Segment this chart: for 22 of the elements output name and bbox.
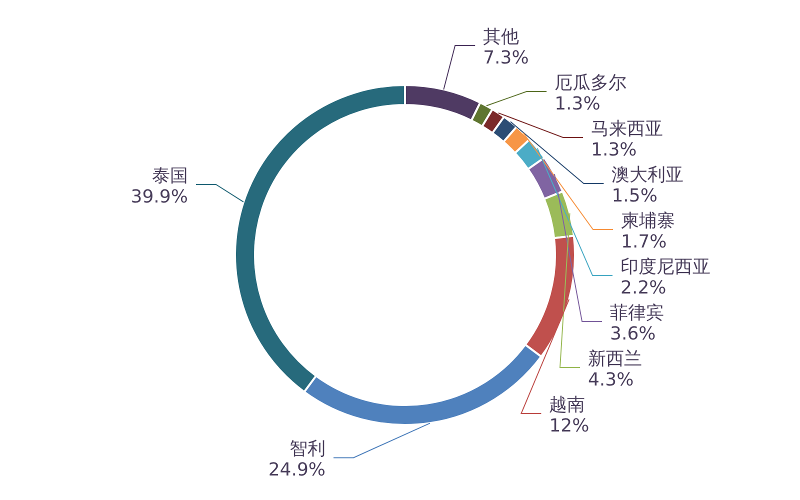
data-label: 1.5% [612, 186, 658, 206]
slice-label: 越南 [549, 394, 586, 416]
slice-label: 马来西亚 [591, 118, 664, 140]
slice-label: 新西兰 [588, 348, 642, 370]
data-label: 1.3% [591, 140, 637, 160]
data-label: 3.6% [610, 324, 656, 344]
slice-label: 其他 [483, 26, 520, 48]
slice-label: 柬埔寨 [621, 210, 676, 232]
data-label: 24.9% [268, 460, 326, 481]
data-label: 1.7% [621, 232, 667, 252]
slice-label: 菲律宾 [610, 302, 664, 324]
data-label: 39.9% [130, 186, 188, 208]
slice-label: 印度尼西亚 [620, 256, 711, 278]
data-label: 4.3% [588, 370, 634, 390]
data-label: 1.3% [554, 94, 600, 114]
data-label: 12% [549, 416, 590, 436]
slice-label: 厄瓜多尔 [554, 72, 627, 94]
slice-label: 智利 [290, 438, 326, 460]
slice-label: 泰国 [152, 165, 188, 186]
data-label: 2.2% [620, 278, 666, 298]
slice-label: 澳大利亚 [612, 164, 684, 186]
data-label: 7.3% [483, 48, 529, 68]
